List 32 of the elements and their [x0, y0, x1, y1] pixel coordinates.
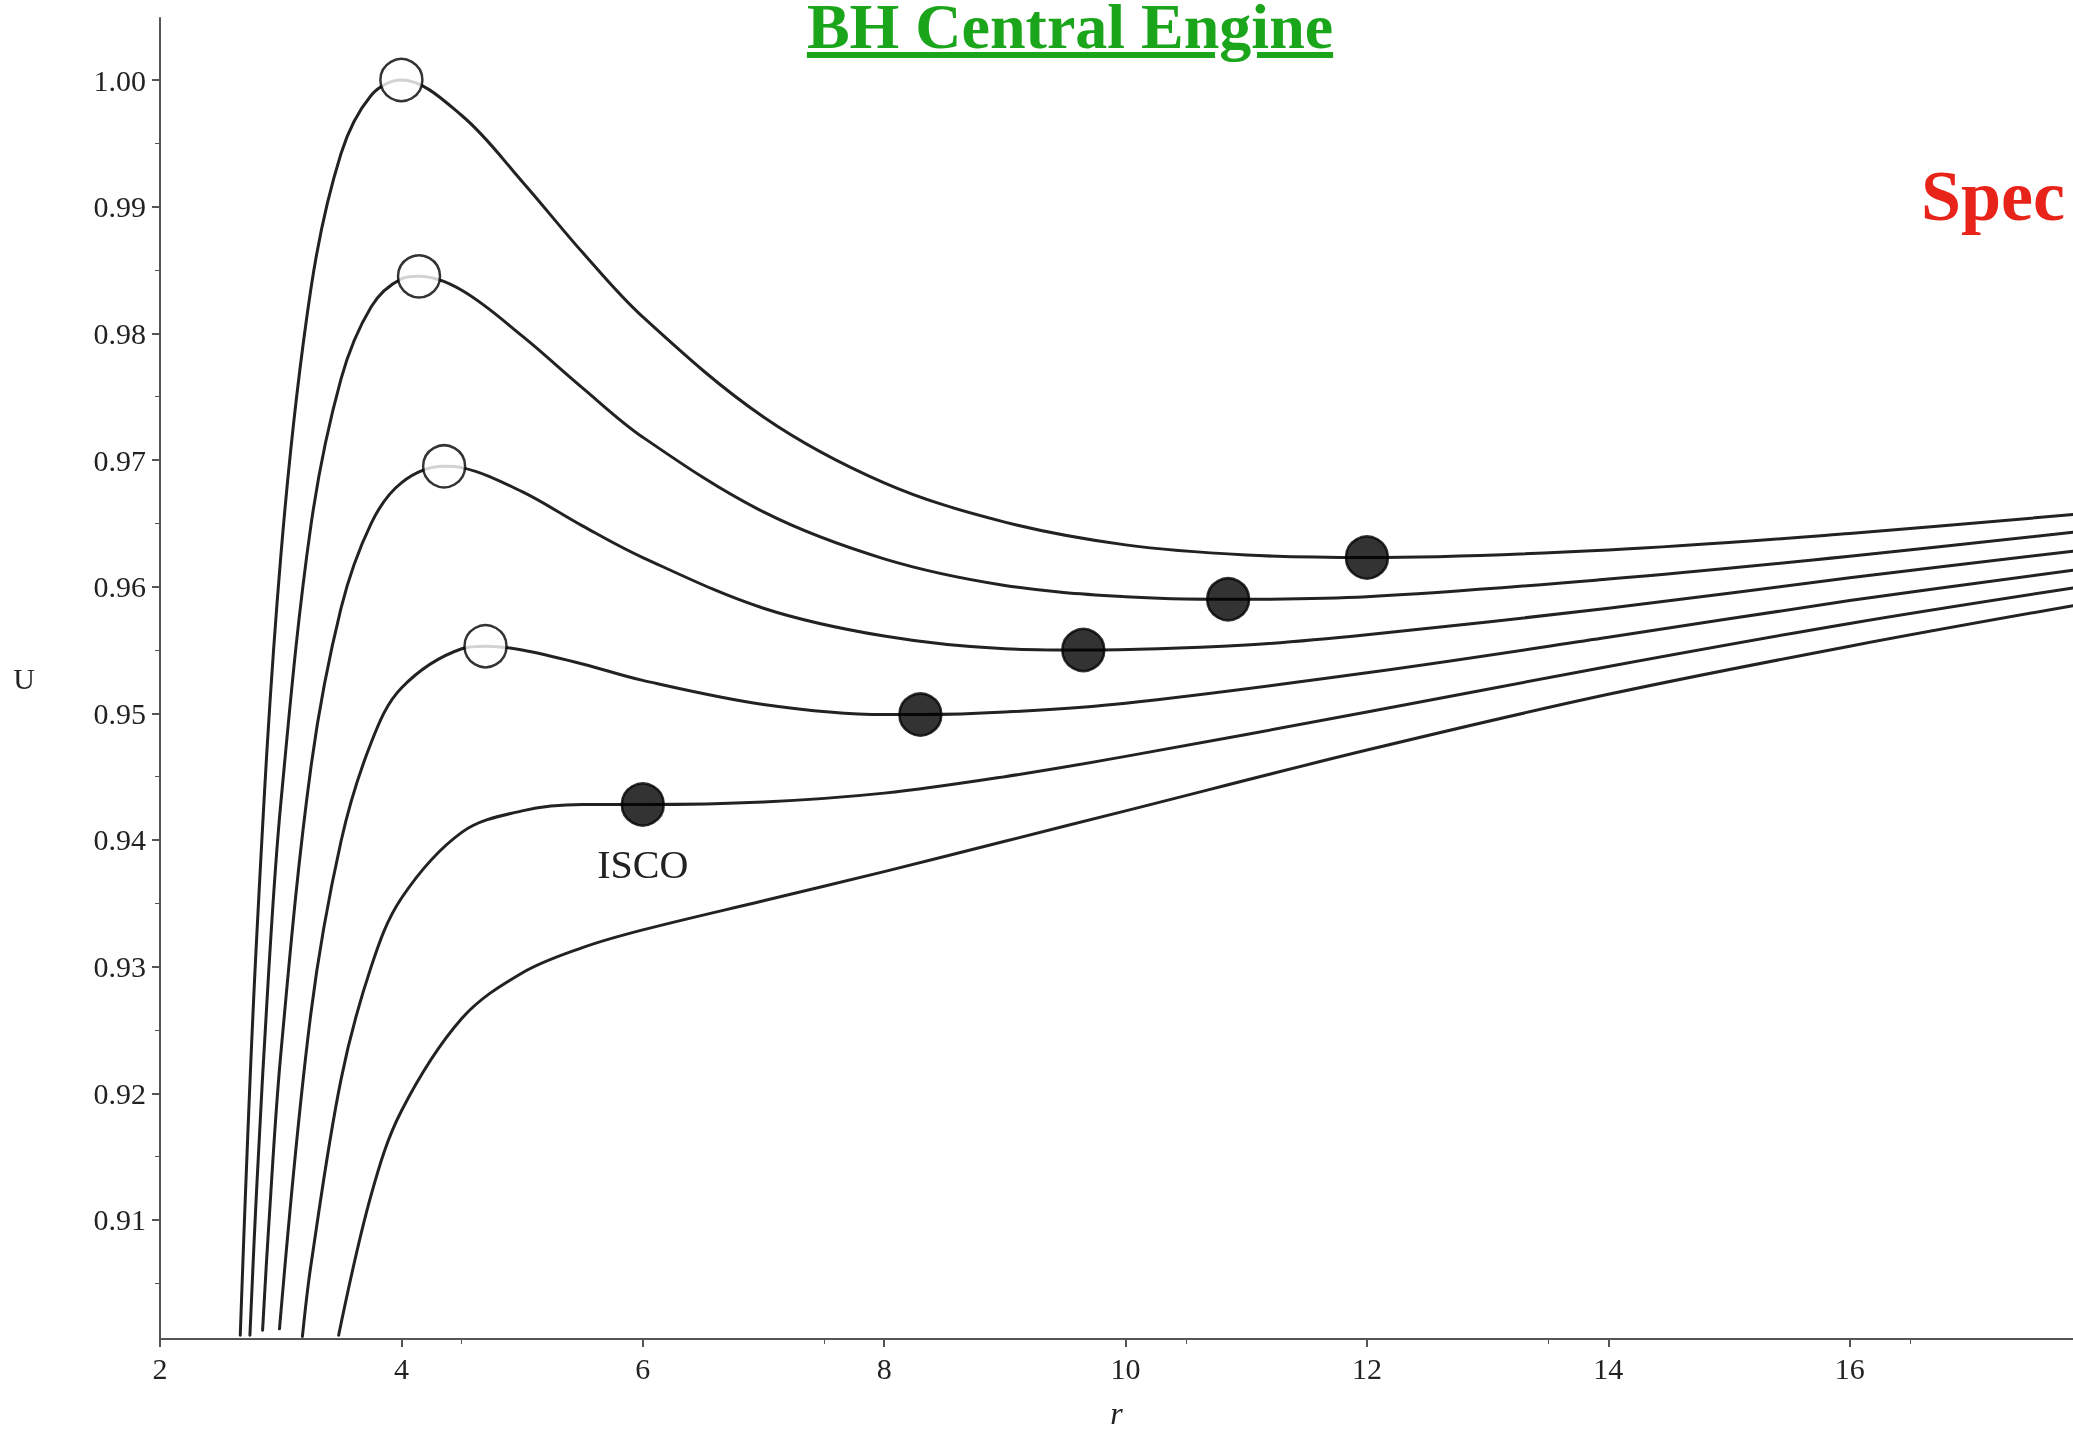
x-tick-label: 16: [1834, 1351, 1865, 1385]
y-tick-label: 0.98: [93, 316, 146, 350]
chart-title: BH Central Engine: [806, 0, 1334, 63]
point: [1344, 535, 1390, 580]
y-tick-label: 0.92: [93, 1076, 146, 1110]
x-tick-label: 12: [1351, 1351, 1382, 1385]
point: [463, 623, 508, 669]
y-tick-label: 0.97: [93, 443, 146, 477]
point: [396, 254, 442, 299]
y-tick-label: 1.00: [93, 63, 146, 97]
point: [1061, 627, 1106, 673]
y-tick-label: 0.94: [93, 823, 146, 857]
y-tick-label: 0.96: [93, 570, 146, 604]
point: [421, 444, 467, 489]
x-tick-label: 8: [876, 1351, 892, 1385]
y-tick-label: 0.93: [93, 950, 146, 984]
x-axis-title: r: [1110, 1395, 1124, 1431]
point: [379, 57, 424, 103]
y-axis-title: U: [13, 662, 36, 695]
point: [620, 782, 666, 827]
x-tick-label: 6: [635, 1351, 651, 1385]
point: [1205, 577, 1251, 622]
annotation: Spec: [1921, 156, 2065, 236]
x-tick-label: 4: [393, 1351, 409, 1385]
y-tick-label: 0.95: [93, 696, 146, 730]
x-tick-label: 10: [1110, 1351, 1141, 1385]
y-tick-label: 0.99: [93, 190, 146, 224]
point: [898, 692, 943, 737]
x-tick-label: 2: [152, 1351, 168, 1385]
annotation: ISCO: [597, 842, 689, 888]
x-tick-label: 14: [1593, 1351, 1624, 1385]
y-tick-label: 0.91: [93, 1203, 146, 1237]
